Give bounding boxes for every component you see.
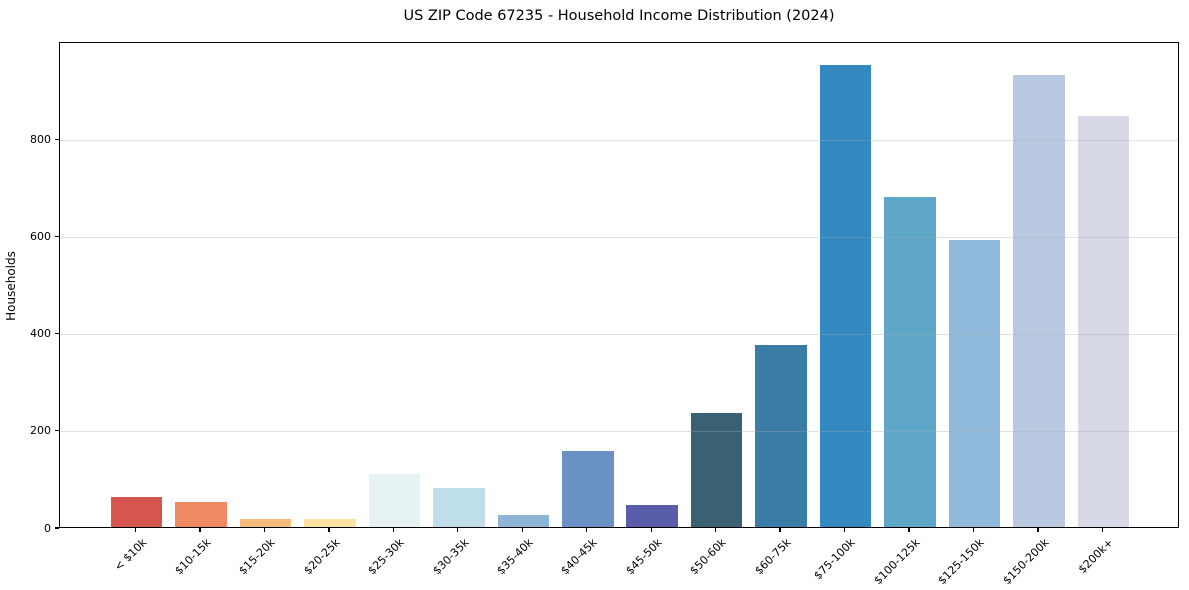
bar-45-50k bbox=[626, 505, 678, 527]
gridline-400 bbox=[60, 334, 1178, 336]
bar-75-100k bbox=[819, 65, 872, 527]
bar-50-60k bbox=[690, 412, 743, 527]
x-tick-mark bbox=[650, 528, 652, 532]
x-tick-mark bbox=[715, 528, 717, 532]
x-tick-label: $100-125k bbox=[871, 536, 923, 588]
x-tick-mark bbox=[1037, 528, 1039, 532]
y-tick-mark bbox=[55, 235, 59, 238]
x-tick-label: $20-25k bbox=[300, 536, 343, 578]
x-tick-mark bbox=[134, 528, 137, 532]
y-tick-mark bbox=[55, 430, 59, 432]
x-tick-mark bbox=[779, 528, 781, 532]
bar-35-40k bbox=[497, 514, 550, 527]
x-tick-label: $150-200k bbox=[999, 536, 1052, 588]
x-tick-label: $10-15k bbox=[171, 536, 214, 578]
bar-10-15k bbox=[175, 501, 227, 527]
x-tick-label: $45-50k bbox=[623, 536, 665, 578]
x-tick-mark bbox=[972, 528, 975, 532]
x-tick-label: $30-35k bbox=[429, 536, 472, 578]
x-tick-mark bbox=[328, 528, 330, 532]
x-tick-label: $40-45k bbox=[558, 536, 600, 578]
bar-40-45k bbox=[562, 451, 614, 527]
x-tick-mark bbox=[199, 528, 201, 532]
y-tick-label: 800 bbox=[30, 132, 51, 146]
x-tick-label: < $10k bbox=[111, 536, 149, 574]
bar-30-35k bbox=[433, 488, 485, 527]
y-tick-label: 600 bbox=[30, 229, 51, 243]
y-tick-label: 200 bbox=[30, 424, 51, 438]
x-tick-label: $200k+ bbox=[1075, 536, 1116, 577]
gridline-800 bbox=[60, 139, 1178, 141]
bar-200k bbox=[1077, 116, 1130, 527]
bar-125-150k bbox=[948, 240, 1001, 527]
x-tick-mark bbox=[263, 528, 266, 532]
bar-20-25k bbox=[304, 519, 356, 527]
x-tick-mark bbox=[392, 528, 395, 532]
bar-25-30k bbox=[368, 473, 421, 527]
x-tick-label: $75-100k bbox=[811, 536, 858, 583]
x-tick-mark bbox=[1101, 528, 1103, 532]
x-tick-label: $35-40k bbox=[494, 536, 536, 578]
x-tick-label: $15-20k bbox=[236, 536, 278, 578]
y-axis-label: Households bbox=[4, 251, 18, 321]
chart-title: US ZIP Code 67235 - Household Income Dis… bbox=[403, 8, 835, 24]
x-tick-label: $50-60k bbox=[687, 536, 729, 578]
y-tick-mark bbox=[55, 332, 59, 335]
bar-15-20k bbox=[239, 519, 292, 527]
x-tick-label: $60-75k bbox=[752, 536, 794, 578]
bar-100-125k bbox=[884, 196, 936, 527]
y-tick-mark bbox=[55, 527, 59, 529]
y-tick-label: 400 bbox=[30, 327, 51, 341]
plot-area bbox=[59, 42, 1179, 528]
x-tick-label: $125-150k bbox=[935, 536, 987, 588]
gridline-600 bbox=[60, 236, 1178, 238]
bar-60-75k bbox=[755, 344, 807, 527]
x-tick-label: $25-30k bbox=[365, 536, 407, 578]
gridline-200 bbox=[60, 431, 1178, 433]
x-tick-mark bbox=[457, 528, 459, 532]
x-tick-mark bbox=[843, 528, 846, 532]
x-tick-mark bbox=[521, 528, 523, 532]
y-tick-mark bbox=[55, 138, 59, 140]
bar-150-200k bbox=[1013, 75, 1065, 527]
x-tick-mark bbox=[908, 528, 910, 532]
y-tick-label: 0 bbox=[44, 521, 51, 535]
x-tick-mark bbox=[586, 528, 588, 532]
bar-10k bbox=[110, 496, 163, 527]
